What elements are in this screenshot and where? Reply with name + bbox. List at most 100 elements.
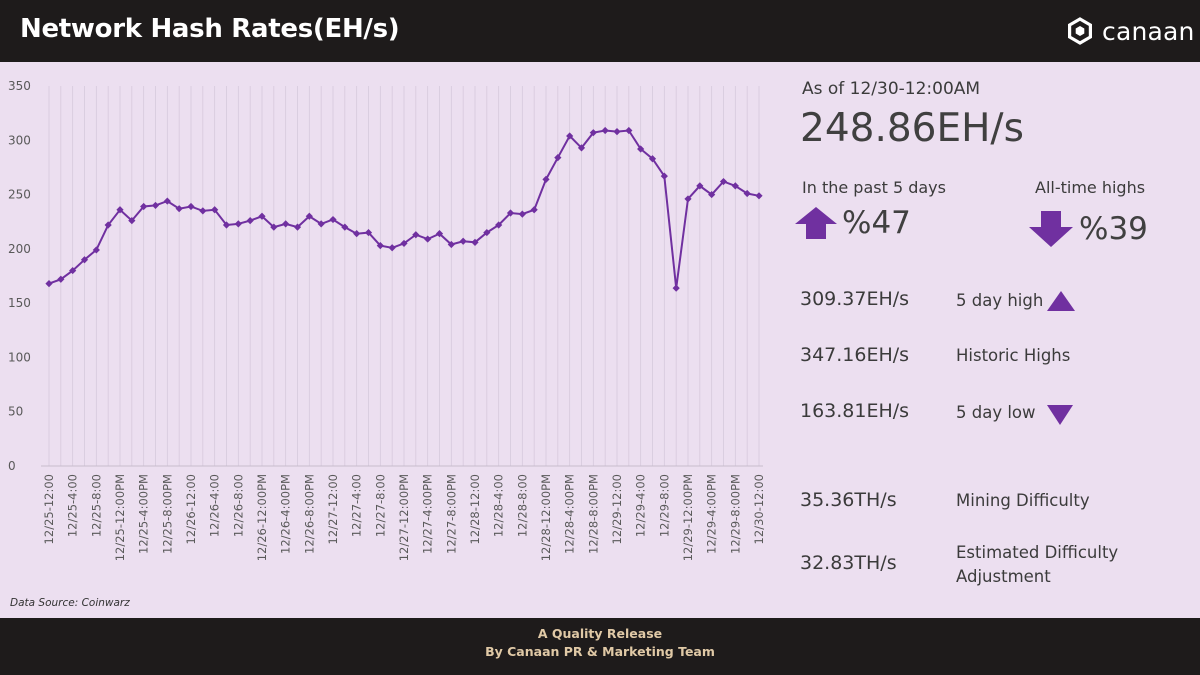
data-point [282,220,290,228]
data-point [234,220,242,228]
x-tick-label: 12/26-12:00 [184,474,198,544]
data-point [719,177,728,186]
x-tick-label: 12/29-12:00PM [681,474,695,561]
y-tick-label: 300 [8,133,31,147]
data-point [601,126,609,135]
triangle-up-icon [1047,291,1075,311]
data-point [317,220,325,228]
x-tick-label: 12/25-4:00 [66,474,80,537]
x-tick-label: 12/28-12:00PM [539,474,553,561]
data-point [305,212,313,220]
x-tick-label: 12/26-8:00 [231,474,245,537]
x-tick-label: 12/27-8:00 [373,474,387,537]
data-point [140,202,148,211]
data-point [424,235,432,243]
y-tick-label: 50 [8,405,23,419]
x-tick-label: 12/30-12:00 [752,474,766,544]
data-point [530,206,538,214]
five-day-low-value: 163.81EH/s [800,400,910,422]
x-tick-label: 12/29-4:00PM [705,474,719,554]
x-tick-label: 12/26-4:00 [208,474,222,537]
x-tick-label: 12/28-8:00PM [586,474,600,554]
data-point [412,231,420,239]
footer-line-1: A Quality Release [537,626,663,641]
data-point [400,239,408,248]
data-point [128,217,136,225]
data-point [518,210,526,218]
mining-difficulty-value: 35.36TH/s [800,489,897,511]
data-point [648,155,657,163]
data-point [743,189,751,198]
five-day-high-value: 309.37EH/s [800,288,910,310]
data-point [329,215,337,224]
all-time-highs-label: All-time highs [1035,178,1146,197]
triangle-down-icon [1047,405,1073,425]
data-point [222,221,231,229]
logo-wordmark: canaan [1102,16,1195,46]
x-tick-label: 12/28-4:00 [492,474,506,537]
historic-high-label: Historic Highs [956,346,1071,365]
data-point [554,154,562,162]
data-point [506,209,515,217]
data-point [175,205,183,213]
x-tick-label: 12/29-8:00 [657,474,671,537]
x-tick-label: 12/27-4:00PM [421,474,435,554]
data-point [246,217,254,225]
historic-high-value: 347.16EH/s [800,344,910,366]
x-tick-label: 12/27-8:00PM [444,474,458,554]
y-tick-label: 0 [8,459,16,473]
five-day-low-label: 5 day low [956,403,1036,422]
x-tick-label: 12/25-8:00PM [160,474,174,554]
data-point [613,128,621,136]
x-tick-label: 12/26-8:00PM [302,474,316,554]
data-point [92,246,100,254]
data-source-note: Data Source: Coinwarz [10,597,130,609]
mining-difficulty-label: Mining Difficulty [956,491,1090,510]
y-tick-label: 150 [8,296,31,310]
data-point [293,223,302,231]
data-point [495,221,503,229]
data-point [684,195,692,203]
data-point [364,228,373,237]
down-arrow-icon [1029,211,1073,247]
data-point [270,223,278,231]
data-point [258,212,266,220]
x-tick-label: 12/27-4:00 [350,474,364,537]
data-point [80,256,89,264]
five-day-high-label: 5 day high [956,291,1044,310]
estimated-difficulty-value: 32.83TH/s [800,552,897,574]
data-point [660,172,668,180]
data-point [447,240,455,249]
data-point [57,275,65,283]
x-tick-label: 12/27-12:00PM [397,474,411,561]
page-title: Network Hash Rates(EH/s) [20,14,400,44]
data-point [104,221,112,229]
y-tick-label: 200 [8,242,31,256]
x-tick-label: 12/26-12:00PM [255,474,269,561]
hash-rate-chart: 0 50 100 150 200 250 300 350 12/25-12:00 12/25-4:… [8,79,766,561]
x-tick-label: 12/28-8:00 [515,474,529,537]
x-tick-label: 12/25-12:00PM [113,474,127,561]
data-point [376,242,384,250]
data-point [542,175,550,183]
header-bar: Network Hash Rates(EH/s) canaan [0,0,1200,62]
data-point [199,207,207,215]
as-of-label: As of 12/30-12:00AM [802,79,981,99]
data-point [341,223,349,231]
current-hash-rate: 248.86EH/s [800,106,1024,151]
x-tick-label: 12/28-12:00 [468,474,482,544]
x-tick-label: 12/25-4:00PM [137,474,151,554]
footer-bar: A Quality Release By Canaan PR & Marketi… [0,618,1200,675]
all-time-highs-change: %39 [1079,211,1148,247]
estimated-difficulty-label: Estimated Difficulty Adjustment [956,543,1119,586]
x-tick-label: 12/29-12:00 [610,474,624,544]
data-point [459,237,467,245]
x-tick-label: 12/28-4:00PM [563,474,577,554]
data-point [163,197,171,205]
data-point [755,192,763,200]
x-tick-label: 12/25-8:00 [89,474,103,537]
content-panel: 0 50 100 150 200 250 300 350 12/25-12:00 12/25-4:… [0,62,1200,618]
data-point [388,244,396,252]
data-point [731,182,739,190]
x-tick-label: 12/29-8:00PM [728,474,742,554]
